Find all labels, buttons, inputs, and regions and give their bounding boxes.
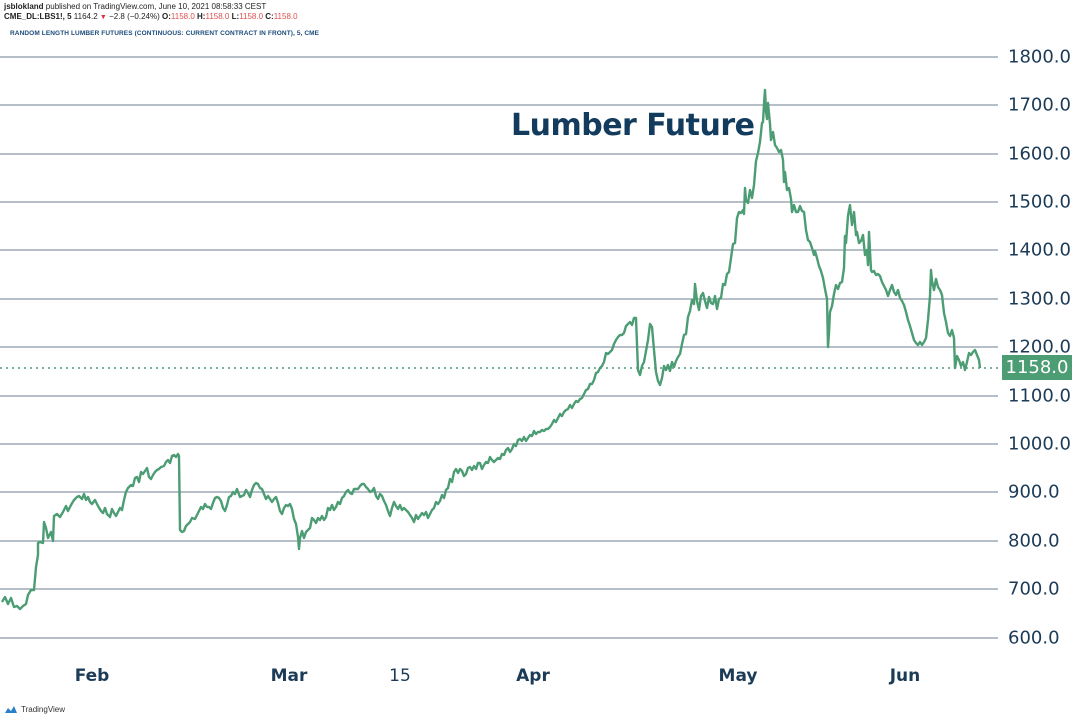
x-tick-label: May bbox=[718, 666, 758, 686]
tradingview-cloud-icon bbox=[5, 706, 17, 713]
y-tick-label: 1500.0 bbox=[1008, 191, 1071, 213]
last-price-badge: 1158.0 bbox=[1002, 355, 1072, 380]
x-tick-label: Mar bbox=[270, 666, 308, 686]
y-tick-label: 1300.0 bbox=[1008, 288, 1071, 310]
y-tick-label: 800.0 bbox=[1008, 530, 1060, 552]
x-tick-label: Feb bbox=[74, 666, 110, 686]
x-tick-label: 15 bbox=[389, 666, 411, 686]
instrument-description: RANDOM LENGTH LUMBER FUTURES (CONTINUOUS… bbox=[10, 30, 320, 37]
price-line[interactable] bbox=[0, 88, 982, 611]
y-tick-label: 1400.0 bbox=[1008, 239, 1071, 261]
chart-header: jsblokland published on TradingView.com,… bbox=[4, 2, 298, 23]
close-value: 1158.0 bbox=[273, 12, 298, 21]
grid-lines bbox=[0, 56, 998, 639]
x-tick-label: Apr bbox=[516, 666, 550, 686]
y-tick-label: 600.0 bbox=[1008, 627, 1060, 649]
down-triangle-icon: ▼ bbox=[99, 14, 107, 21]
symbol-label: CME_DL:LBS1!, 5 bbox=[4, 12, 72, 21]
low-value: 1158.0 bbox=[239, 12, 264, 21]
low-label: L: bbox=[231, 12, 240, 21]
publish-info: published on TradingView.com, June 10, 2… bbox=[45, 2, 267, 11]
y-tick-label: 700.0 bbox=[1008, 578, 1060, 600]
y-tick-label: 900.0 bbox=[1008, 481, 1060, 503]
y-tick-label: 1000.0 bbox=[1008, 433, 1071, 455]
publish-line: jsblokland published on TradingView.com,… bbox=[4, 2, 298, 12]
ohlc-line: CME_DL:LBS1!, 5 1164.2 ▼ −2.8 (−0.24%) O… bbox=[4, 12, 298, 23]
last-price: 1164.2 bbox=[73, 12, 98, 21]
y-tick-label: 1100.0 bbox=[1008, 385, 1071, 407]
x-tick-label: Jun bbox=[889, 666, 921, 686]
tradingview-logo[interactable]: TradingView bbox=[4, 705, 65, 714]
y-tick-label: 1700.0 bbox=[1008, 94, 1071, 116]
close-label: C: bbox=[265, 12, 274, 21]
price-change: −2.8 (−0.24%) bbox=[109, 12, 160, 21]
chart-title: Lumber Future bbox=[511, 108, 755, 143]
y-tick-label: 1600.0 bbox=[1008, 143, 1071, 165]
high-value: 1158.0 bbox=[205, 12, 230, 21]
brand-label: TradingView bbox=[21, 705, 66, 714]
high-label: H: bbox=[197, 12, 206, 21]
y-tick-label: 1800.0 bbox=[1008, 46, 1071, 68]
open-label: O: bbox=[162, 12, 171, 21]
y-tick-label: 1200.0 bbox=[1008, 336, 1071, 358]
open-value: 1158.0 bbox=[170, 12, 195, 21]
author-name[interactable]: jsblokland bbox=[4, 2, 44, 11]
